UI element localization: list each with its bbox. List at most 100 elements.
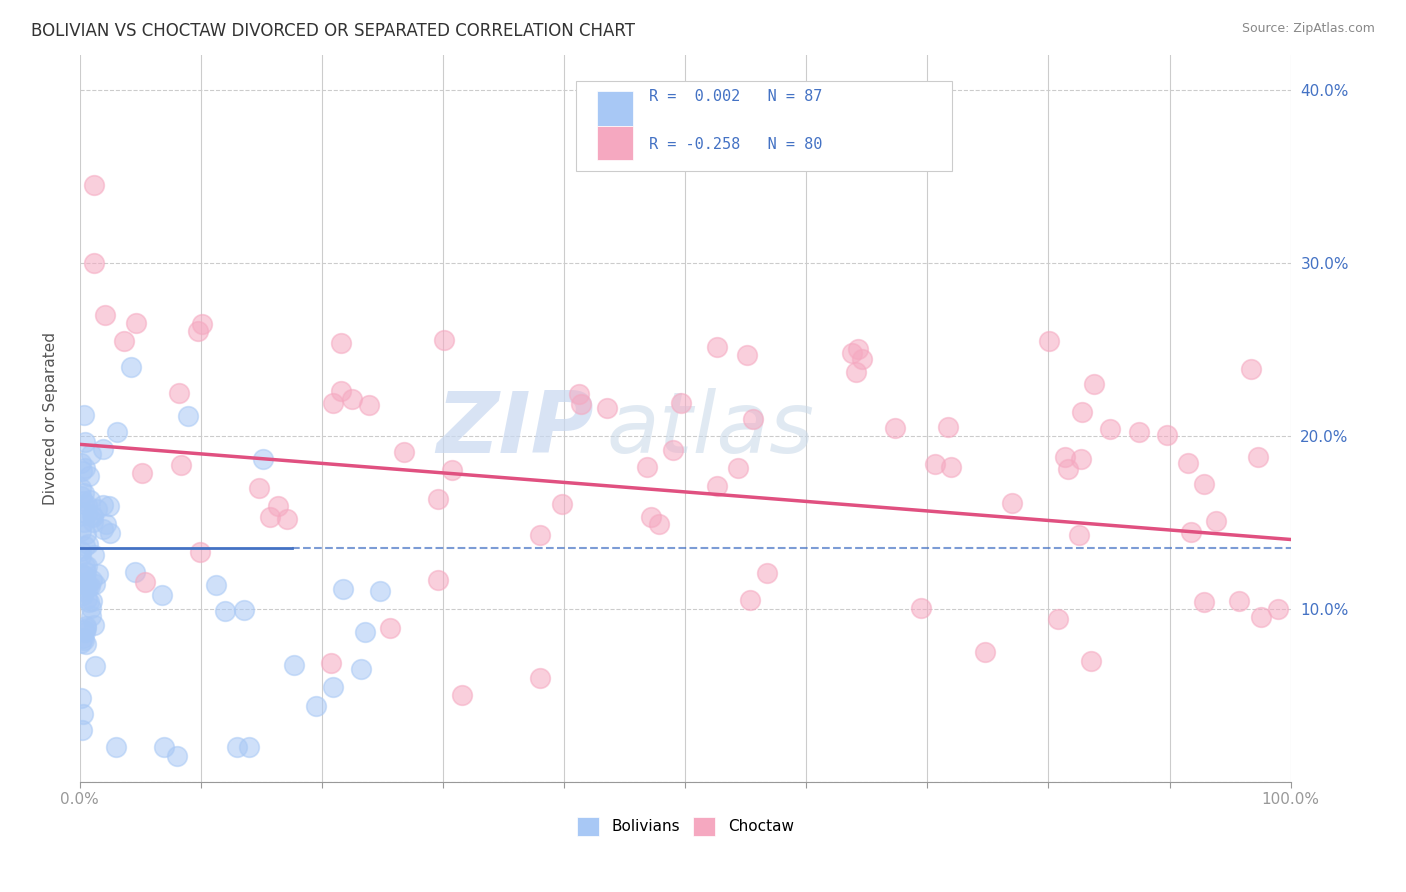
Point <box>939 460 962 475</box>
Point <box>73 623 96 637</box>
Point <box>1267 601 1289 615</box>
Point <box>1001 496 1024 510</box>
Point <box>368 584 391 599</box>
Point <box>93 308 115 322</box>
Point <box>1038 334 1060 348</box>
Point <box>350 662 373 676</box>
Point <box>188 545 211 559</box>
Point <box>91 442 114 456</box>
Point <box>75 527 97 541</box>
Point <box>1205 514 1227 528</box>
Point <box>319 656 342 670</box>
Point <box>73 632 96 647</box>
Point <box>433 333 456 347</box>
Point <box>845 365 868 379</box>
Point <box>75 576 97 591</box>
Point <box>75 461 97 475</box>
Point <box>727 461 749 475</box>
Point <box>551 497 574 511</box>
Point <box>191 317 214 331</box>
FancyBboxPatch shape <box>576 80 952 171</box>
Point <box>276 511 298 525</box>
Point <box>70 723 93 737</box>
Point <box>73 625 96 640</box>
Point <box>120 359 142 374</box>
Point <box>70 464 93 478</box>
Point <box>910 600 932 615</box>
Point <box>742 412 765 426</box>
Point <box>1192 477 1215 491</box>
Point <box>378 621 401 635</box>
Point <box>1240 362 1263 376</box>
Point <box>1192 595 1215 609</box>
Point <box>1057 462 1080 476</box>
Point <box>77 469 100 483</box>
Point <box>80 574 103 588</box>
Point <box>841 346 863 360</box>
Point <box>329 384 352 399</box>
Point <box>247 481 270 495</box>
Point <box>82 594 104 608</box>
Point <box>76 498 98 512</box>
Point <box>91 522 114 536</box>
Point <box>973 645 995 659</box>
Point <box>153 740 176 755</box>
Point <box>354 625 377 640</box>
Point <box>233 603 256 617</box>
Point <box>568 387 591 401</box>
Point <box>1247 450 1270 464</box>
Point <box>72 588 94 602</box>
Point <box>669 395 692 409</box>
Point <box>80 609 103 624</box>
Point <box>322 681 344 695</box>
Point <box>75 435 97 450</box>
Point <box>1083 377 1105 392</box>
Point <box>1071 405 1094 419</box>
Point <box>70 524 93 538</box>
Point <box>1053 450 1076 464</box>
Point <box>392 445 415 459</box>
Point <box>252 451 274 466</box>
Point <box>77 580 100 594</box>
Point <box>214 605 236 619</box>
Point <box>755 566 778 581</box>
Point <box>134 574 156 589</box>
Point <box>80 447 103 461</box>
Legend: Bolivians, Choctaw: Bolivians, Choctaw <box>576 817 793 836</box>
Point <box>1156 428 1178 442</box>
Point <box>187 324 209 338</box>
Point <box>70 508 93 522</box>
Point <box>70 489 93 503</box>
Point <box>846 342 869 356</box>
Point <box>76 578 98 592</box>
Point <box>87 566 110 581</box>
Point <box>97 499 120 513</box>
Point <box>76 592 98 607</box>
Point <box>1069 528 1091 542</box>
Point <box>1227 594 1250 608</box>
Text: ZIP: ZIP <box>437 388 595 471</box>
Point <box>75 621 97 635</box>
Point <box>83 548 105 562</box>
Point <box>75 637 97 651</box>
Point <box>167 386 190 401</box>
Text: R =  0.002   N = 87: R = 0.002 N = 87 <box>648 89 823 104</box>
Point <box>1180 524 1202 539</box>
Point <box>166 748 188 763</box>
Point <box>427 492 450 507</box>
Point <box>124 566 146 580</box>
Point <box>76 558 98 573</box>
Point <box>267 499 290 513</box>
Point <box>706 478 728 492</box>
Point <box>1177 457 1199 471</box>
Point <box>238 740 260 755</box>
Point <box>226 740 249 755</box>
Point <box>70 549 93 564</box>
Point <box>1080 654 1102 668</box>
Point <box>283 658 305 673</box>
Point <box>342 392 364 406</box>
Point <box>924 458 946 472</box>
Point <box>70 567 93 582</box>
Point <box>75 619 97 633</box>
Point <box>79 600 101 615</box>
